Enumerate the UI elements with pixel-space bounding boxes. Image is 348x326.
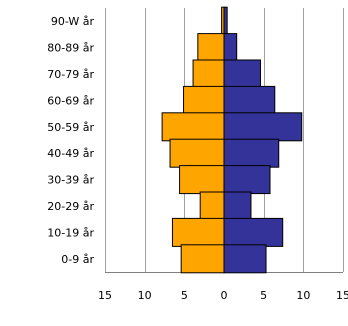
bar-right-6	[223, 165, 271, 195]
y-tick-label: 80-89 år	[47, 42, 94, 55]
bar-left-2	[192, 59, 225, 89]
bar-left-1	[197, 33, 225, 63]
y-tick-label: 30-39 år	[47, 174, 94, 187]
bar-right-5	[223, 138, 280, 168]
x-tick-label: 15	[98, 289, 112, 302]
bar-left-6	[179, 165, 225, 195]
y-tick-label: 60-69 år	[47, 94, 94, 107]
bar-right-3	[223, 85, 276, 115]
y-tick-label: 10-19 år	[47, 226, 94, 239]
y-tick-label: 40-49 år	[47, 147, 94, 160]
bar-right-1	[223, 33, 238, 63]
x-tick-label: 5	[260, 289, 267, 302]
bar-left-4	[161, 112, 225, 142]
x-tick-label: 0	[221, 289, 228, 302]
y-tick-label: 90-W år	[51, 15, 95, 28]
bars-group	[161, 6, 303, 274]
bar-left-9	[180, 244, 225, 274]
y-tick-label: 0-9 år	[61, 253, 94, 266]
bar-right-8	[223, 217, 284, 247]
bar-right-9	[223, 244, 267, 274]
x-tick-label: 15	[336, 289, 348, 302]
y-tick-labels: 90-W år 80-89 år 70-79 år 60-69 år 50-59 år 4…	[47, 15, 94, 266]
x-tick-label: 5	[181, 289, 188, 302]
bar-left-7	[199, 191, 225, 221]
bar-left-3	[183, 85, 225, 115]
y-tick-label: 20-29 år	[47, 200, 94, 213]
x-tick-label: 10	[138, 289, 152, 302]
x-tick-labels: 15 10 5 0 5 10 15	[98, 289, 348, 302]
bar-left-8	[171, 217, 225, 247]
y-tick-label: 70-79 år	[47, 68, 94, 81]
bar-right-4	[223, 112, 303, 142]
bar-left-5	[169, 138, 225, 168]
bar-right-7	[223, 191, 252, 221]
bar-right-2	[223, 59, 261, 89]
y-tick-label: 50-59 år	[47, 121, 94, 134]
x-tick-label: 10	[296, 289, 310, 302]
